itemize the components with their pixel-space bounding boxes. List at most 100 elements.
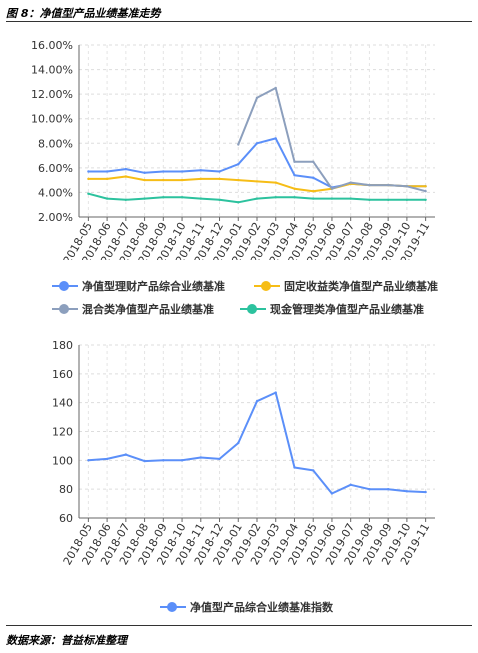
chart1-series-2-point [237, 143, 240, 146]
chart2-series-0-point [180, 459, 184, 462]
chart1-series-1-point [424, 185, 427, 188]
chart1-series-3-point [124, 198, 128, 201]
chart1-series-2-point [405, 185, 409, 188]
chart1-y-tick-label: 12.00% [31, 88, 73, 101]
chart2-series-0-point [143, 459, 146, 463]
legend-label-fixed-income: 固定收益类净值型产品业绩基准 [284, 280, 438, 293]
chart2-series-0-point [424, 490, 427, 494]
chart1-y-tick-label: 8.00% [38, 137, 73, 150]
chart1-series-3-point [312, 197, 315, 200]
legend-marker-index [160, 602, 186, 612]
chart2-y-tick-label: 140 [52, 397, 73, 410]
chart1-series-3-point [405, 198, 409, 201]
chart1-series-0-point [124, 167, 128, 171]
bottom-rule [6, 625, 472, 626]
figure-title: 图 8：净值型产品业绩基准走势 [6, 7, 161, 20]
chart1-series-0-point [105, 170, 109, 173]
chart1-series-3-point [424, 198, 427, 201]
legend-label-cash: 现金管理类净值型产品业绩基准 [270, 303, 424, 316]
legend-marker-cash [240, 304, 266, 314]
chart1-series-3-point [218, 198, 221, 201]
chart1-series-2-point [368, 183, 371, 187]
chart1-series-2-point [255, 96, 259, 100]
legend-marker-mixed [52, 304, 78, 314]
legend-item-cash[interactable]: 现金管理类净值型产品业绩基准 [240, 301, 424, 317]
chart2-series-0-point [274, 391, 277, 394]
chart1-series-2-point [387, 183, 390, 187]
chart1-series-0-point [199, 169, 202, 172]
chart1-series-3-point [387, 198, 390, 201]
chart2-series-0-point [405, 490, 409, 493]
chart1-series-0-point [293, 174, 296, 177]
chart1-y-tick-label: 10.00% [31, 113, 73, 126]
chart1-series-1-point [312, 190, 315, 193]
chart1-series-2-point [349, 181, 352, 184]
chart2-series-0-point [124, 453, 128, 456]
top-rule [6, 21, 472, 22]
legend-label-mixed: 混合类净值型产品业绩基准 [82, 303, 214, 316]
chart2-series-0-point [237, 441, 240, 445]
chart1-series-3-point [143, 197, 146, 200]
chart1-series-3-point [368, 198, 371, 201]
chart1-series-1-point [274, 181, 277, 184]
chart1-series-3-point [349, 197, 352, 200]
chart2-series-0-point [387, 488, 390, 491]
chart1-series-0-point [237, 163, 240, 166]
chart1-series-3-point [87, 192, 90, 195]
benchmark-index-chart: 60801001201401601802018-052018-062018-07… [52, 339, 435, 567]
chart1-series-1-point [143, 178, 146, 182]
chart1-series-3-point [274, 196, 277, 199]
chart1-series-2-point [274, 86, 277, 90]
legend-label-index: 净值型产品综合业绩基准指数 [190, 601, 333, 614]
data-source: 数据来源：普益标准整理 [6, 634, 127, 647]
chart2-series-0-point [87, 459, 90, 462]
chart1-series-1-point [293, 187, 296, 190]
chart1-series-1-point [237, 178, 240, 182]
chart1-y-tick-label: 14.00% [31, 64, 73, 77]
chart1-series-3-point [162, 196, 165, 199]
legend-item-fixed-income[interactable]: 固定收益类净值型产品业绩基准 [254, 278, 438, 294]
chart2-series-0-point [368, 488, 371, 491]
chart2-series-0-point [330, 492, 334, 495]
chart1-series-3-point [180, 196, 184, 199]
chart2-series-0-point [105, 457, 109, 461]
chart1-series-1-point [105, 177, 109, 181]
chart1-series-1-point [218, 177, 221, 181]
chart1-series-1-point [199, 177, 202, 181]
chart2-y-tick-label: 120 [52, 426, 73, 439]
chart1-series-1-point [180, 178, 184, 182]
legend-marker-composite [52, 281, 78, 291]
legend-item-composite[interactable]: 净值型理财产品综合业绩基准 [52, 278, 225, 294]
chart1-series-0-point [87, 170, 90, 173]
legend-item-index[interactable]: 净值型产品综合业绩基准指数 [160, 599, 333, 615]
chart1-series-0-point [218, 170, 221, 173]
legend-marker-fixed-income [254, 281, 280, 291]
chart1-series-0-point [180, 170, 184, 173]
chart1-series-2-point [424, 190, 427, 193]
benchmark-trend-chart: 2.00% 4.00% 6.00% 8.00% 10.00% 12.00% 14.00% 16… [31, 39, 435, 260]
chart2-series-0-point [312, 469, 315, 472]
chart1-series-1-point [255, 180, 259, 183]
chart2-series-0-point [293, 466, 296, 469]
chart1-series-3-point [199, 197, 202, 200]
chart1-series-1-point [124, 175, 128, 178]
chart2-y-tick-label: 160 [52, 368, 73, 381]
chart1-y-tick-label: 16.00% [31, 39, 73, 52]
chart1-y-tick-label: 4.00% [38, 186, 73, 199]
chart1-series-3-point [105, 197, 109, 200]
chart2-series-0-point [218, 457, 221, 461]
chart2-series-0-point [199, 456, 202, 459]
chart2-series-0-point [255, 400, 259, 403]
chart2-y-tick-label: 80 [59, 483, 73, 496]
chart1-series-0-point [162, 170, 165, 173]
chart2-y-tick-label: 180 [52, 339, 73, 352]
chart2-series-0-point [349, 483, 352, 486]
chart2-series-0-point [162, 459, 165, 462]
chart1-series-1-point [87, 177, 90, 181]
chart1-series-3-point [330, 197, 334, 200]
chart1-y-tick-label: 2.00% [38, 211, 73, 224]
legend-label-composite: 净值型理财产品综合业绩基准 [82, 280, 225, 293]
chart1-series-0-point [255, 142, 259, 145]
legend-item-mixed[interactable]: 混合类净值型产品业绩基准 [52, 301, 214, 317]
